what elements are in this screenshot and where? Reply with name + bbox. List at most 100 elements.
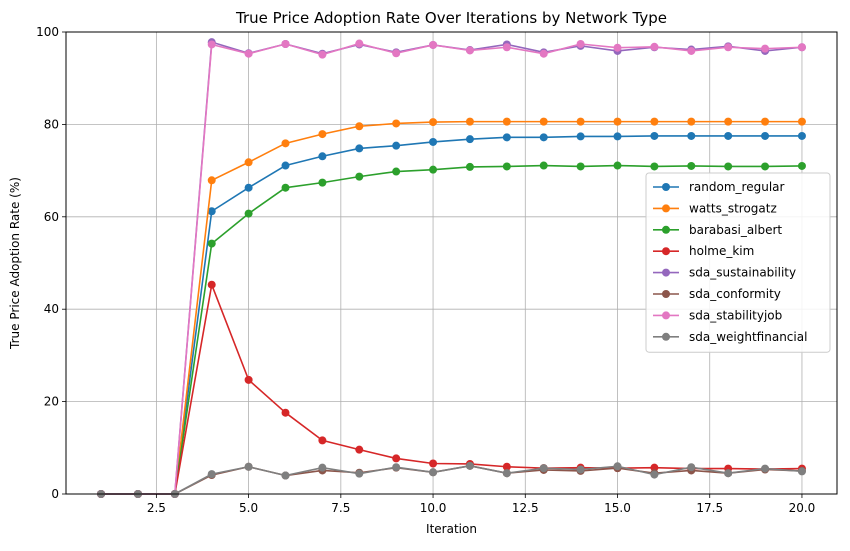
data-point: [724, 131, 733, 140]
data-point: [797, 131, 806, 140]
data-point: [318, 130, 327, 139]
data-point: [761, 131, 770, 140]
data-point: [797, 467, 806, 476]
x-tick-label: 15.0: [604, 501, 631, 515]
legend-label: sda_sustainability: [689, 266, 796, 280]
legend-swatch-marker: [662, 311, 670, 320]
x-tick-label: 10.0: [420, 501, 447, 515]
data-point: [355, 122, 364, 131]
data-point: [650, 162, 659, 171]
y-tick-label: 60: [44, 210, 59, 224]
data-point: [613, 43, 622, 52]
data-point: [576, 465, 585, 474]
data-point: [687, 46, 696, 55]
data-point: [207, 280, 216, 289]
data-point: [576, 117, 585, 126]
legend-label: watts_strogatz: [689, 201, 777, 215]
data-point: [502, 43, 511, 52]
series-watts-strogatz: [97, 117, 806, 498]
data-point: [539, 117, 548, 126]
data-point: [613, 117, 622, 126]
data-point: [576, 162, 585, 171]
data-point: [207, 176, 216, 185]
chart-title: True Price Adoption Rate Over Iterations…: [235, 9, 667, 27]
x-tick-label: 5.0: [239, 501, 258, 515]
y-axis-label: True Price Adoption Rate (%): [8, 177, 22, 350]
data-point: [429, 40, 438, 49]
legend-entry: sda_conformity: [653, 287, 781, 301]
data-point: [244, 183, 253, 192]
data-point: [502, 133, 511, 142]
x-tick-label: 2.5: [147, 501, 166, 515]
legend-entry: sda_weightfinancial: [653, 330, 807, 344]
data-point: [465, 461, 474, 470]
x-tick-label: 20.0: [789, 501, 816, 515]
x-tick-label: 17.5: [696, 501, 723, 515]
legend-label: sda_stabilityjob: [689, 308, 782, 322]
data-point: [502, 162, 511, 171]
data-point: [465, 135, 474, 144]
legend-entry: random_regular: [653, 180, 785, 194]
legend-swatch-marker: [662, 247, 670, 256]
legend-swatch-marker: [662, 183, 670, 191]
data-point: [207, 207, 216, 216]
data-point: [797, 117, 806, 126]
data-point: [650, 42, 659, 51]
data-point: [429, 459, 438, 468]
data-point: [761, 162, 770, 171]
data-point: [355, 445, 364, 454]
data-point: [318, 50, 327, 59]
data-point: [244, 158, 253, 167]
legend-swatch-marker: [662, 290, 670, 298]
data-point: [613, 161, 622, 170]
series-line: [101, 120, 802, 495]
data-point: [502, 117, 511, 126]
series-lines: [97, 38, 806, 498]
data-point: [281, 408, 290, 417]
data-point: [613, 132, 622, 141]
data-point: [761, 44, 770, 53]
data-point: [318, 463, 327, 472]
data-point: [465, 117, 474, 126]
legend-entry: barabasi_albert: [653, 223, 782, 237]
data-point: [502, 469, 511, 478]
data-point: [355, 144, 364, 153]
data-point: [281, 139, 290, 148]
data-point: [392, 49, 401, 58]
data-point: [244, 49, 253, 58]
data-point: [281, 40, 290, 49]
y-tick-label: 40: [44, 302, 59, 316]
y-tick-label: 100: [36, 25, 59, 39]
x-tick-label: 7.5: [331, 501, 350, 515]
legend-label: barabasi_albert: [689, 223, 782, 237]
data-point: [650, 131, 659, 140]
series-line: [101, 42, 802, 495]
data-point: [392, 167, 401, 176]
data-point: [244, 462, 253, 471]
axis-ticks: 2.5 5.0 7.5 10.0 12.5 15.0 17.5 20.0 0 20 40 60 80 10…: [36, 25, 815, 515]
data-point: [465, 162, 474, 171]
data-point: [539, 133, 548, 142]
data-point: [392, 119, 401, 128]
data-point: [539, 161, 548, 170]
data-point: [797, 43, 806, 52]
legend-entry: sda_stabilityjob: [653, 308, 782, 322]
data-point: [392, 141, 401, 150]
y-tick-label: 20: [44, 395, 59, 409]
data-point: [613, 462, 622, 471]
data-point: [355, 39, 364, 48]
plot-area-frame: [65, 31, 838, 495]
data-point: [429, 468, 438, 477]
data-point: [797, 161, 806, 170]
series-line: [101, 135, 802, 495]
legend-swatch-marker: [662, 332, 670, 341]
data-point: [318, 152, 327, 161]
data-point: [318, 178, 327, 187]
legend-entry: sda_sustainability: [653, 266, 796, 280]
data-point: [318, 436, 327, 445]
data-point: [465, 46, 474, 55]
legend-box: [645, 172, 831, 353]
data-point: [207, 239, 216, 248]
data-point: [355, 172, 364, 181]
